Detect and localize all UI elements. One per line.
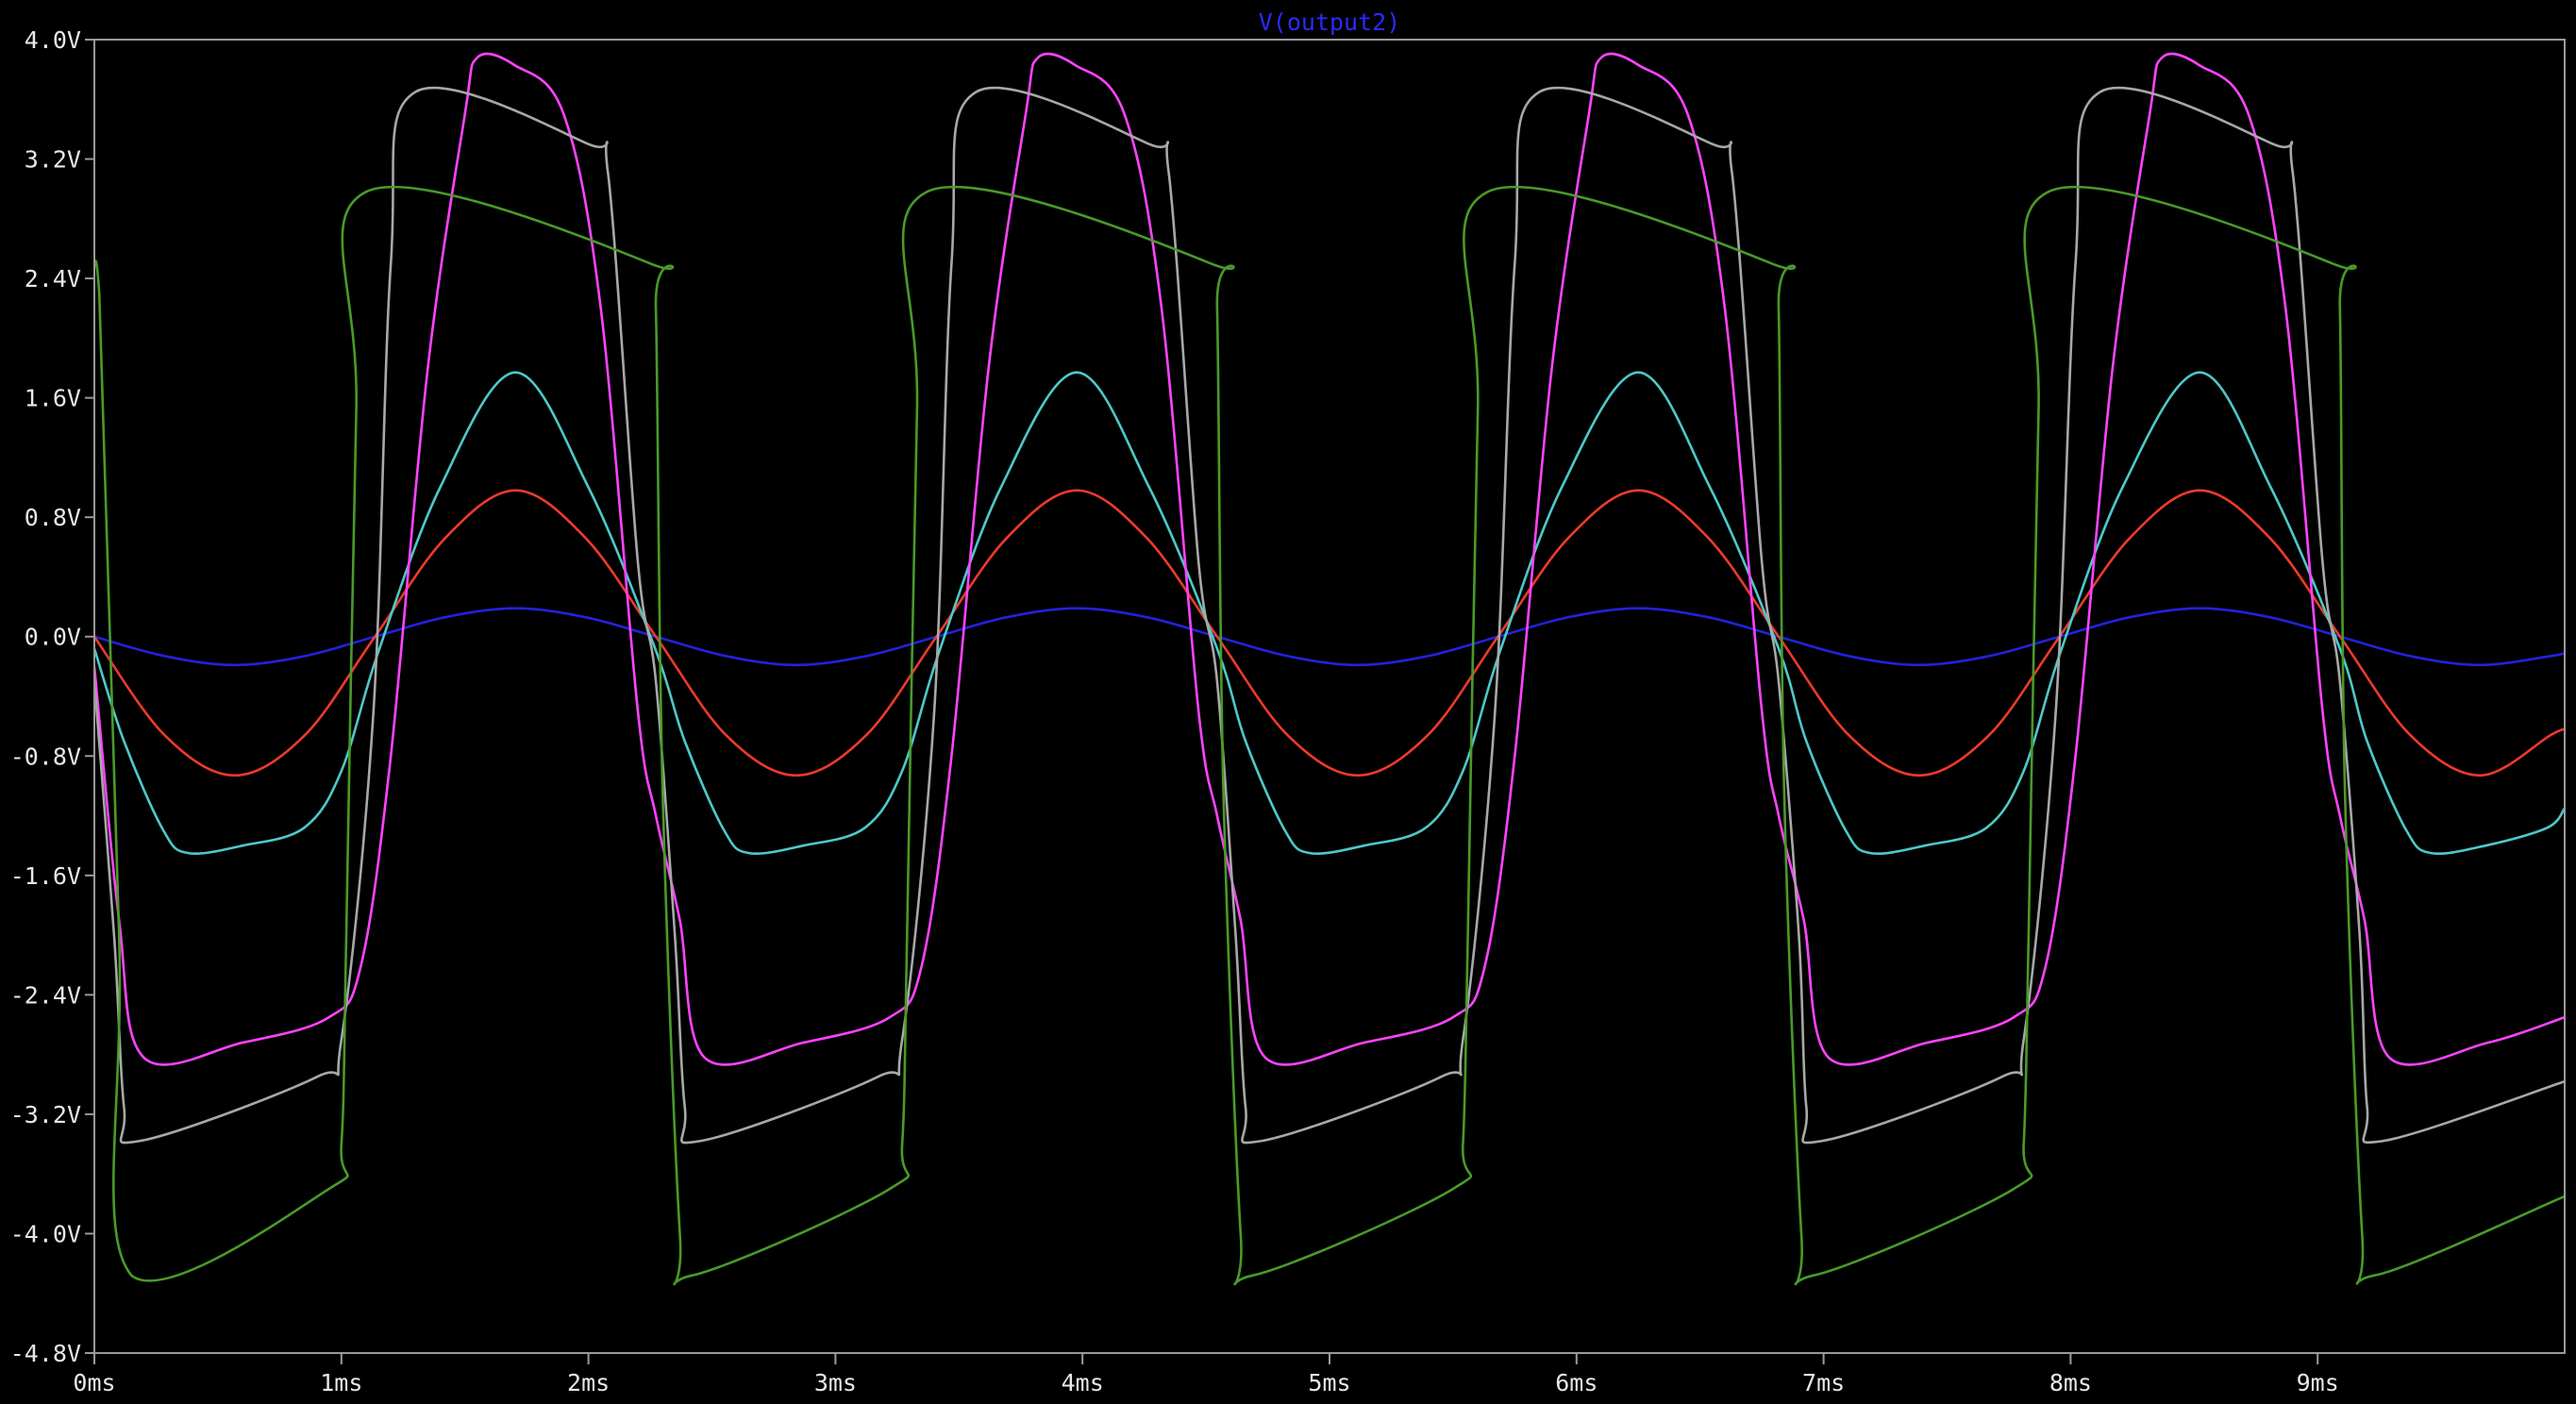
y-tick-label: -1.6V	[10, 862, 81, 890]
y-tick-label: 0.0V	[25, 624, 81, 651]
trace-line-2[interactable]	[94, 489, 2565, 777]
trace-line-1[interactable]	[94, 607, 2565, 667]
trace-line-4[interactable]	[94, 52, 2565, 1066]
x-tick-label: 7ms	[1802, 1369, 1845, 1396]
y-tick-label: -4.0V	[10, 1220, 81, 1247]
plot-title[interactable]: V(output2)	[1259, 8, 1401, 36]
x-tick-label: 3ms	[814, 1369, 857, 1396]
y-tick-label: 3.2V	[25, 146, 81, 174]
y-tick-label: 0.8V	[25, 504, 81, 531]
y-tick-label: -4.8V	[10, 1340, 81, 1367]
y-tick-label: 2.4V	[25, 265, 81, 292]
x-tick-label: 8ms	[2049, 1369, 2092, 1396]
y-tick-label: -0.8V	[10, 743, 81, 770]
x-tick-label: 2ms	[567, 1369, 610, 1396]
y-tick-label: -3.2V	[10, 1101, 81, 1128]
x-tick-label: 0ms	[73, 1369, 115, 1396]
y-axis: 4.0V 3.2V 2.4V 1.6V 0.8V 0.0V -0.8V -1.6V -2.4V -…	[10, 26, 94, 1367]
y-tick-label: -2.4V	[10, 981, 81, 1009]
y-tick-label: 1.6V	[25, 385, 81, 412]
trace-line-3[interactable]	[94, 371, 2565, 855]
x-tick-label: 5ms	[1308, 1369, 1350, 1396]
trace-line-6[interactable]	[94, 185, 2565, 1286]
x-tick-label: 9ms	[2297, 1369, 2339, 1396]
y-tick-label: 4.0V	[25, 26, 81, 54]
x-tick-label: 1ms	[320, 1369, 362, 1396]
trace-line-5[interactable]	[94, 86, 2565, 1145]
x-axis: 0ms 1ms 2ms 3ms 4ms 5ms 6ms 7ms 8ms 9ms	[73, 1353, 2339, 1396]
x-tick-label: 4ms	[1062, 1369, 1104, 1396]
traces-group	[94, 52, 2565, 1286]
x-tick-label: 6ms	[1555, 1369, 1597, 1396]
